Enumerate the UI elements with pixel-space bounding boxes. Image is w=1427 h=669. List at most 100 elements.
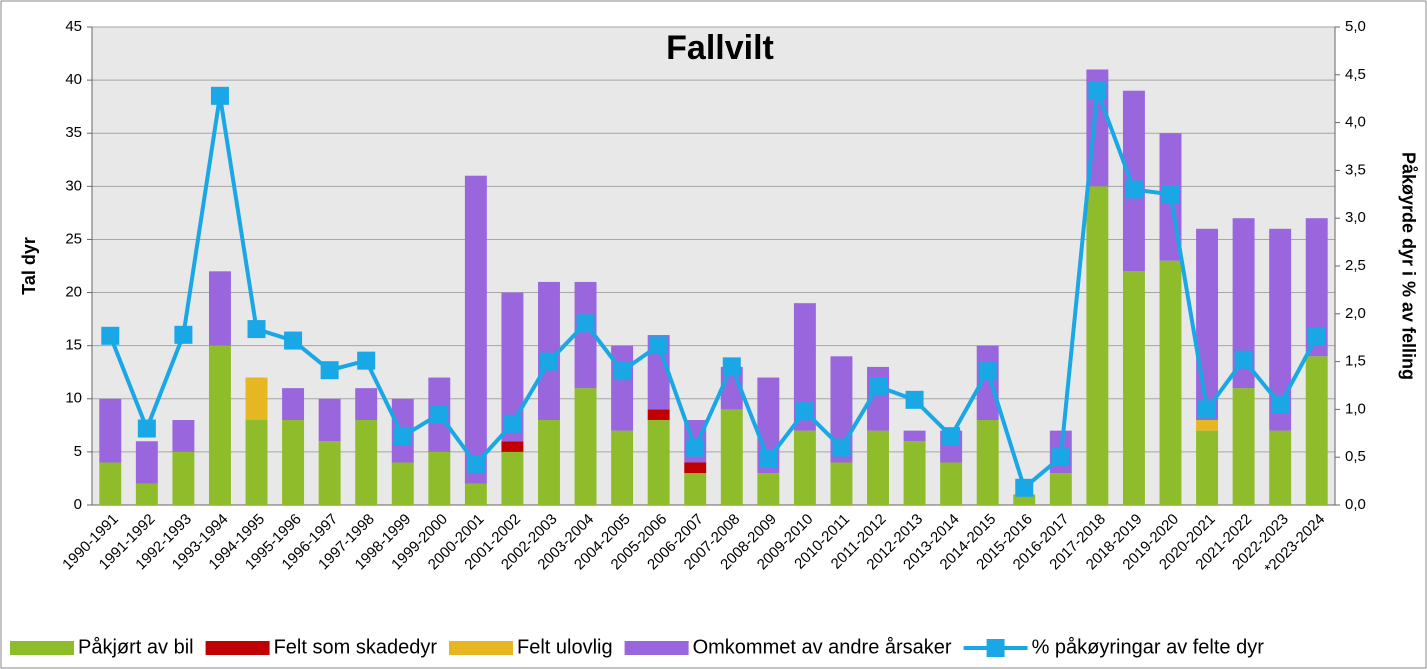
y-tick-label: 20 xyxy=(65,284,82,301)
line-marker xyxy=(722,357,741,376)
bar-segment xyxy=(318,441,341,505)
bar-segment xyxy=(282,388,305,421)
line-marker xyxy=(1198,400,1217,419)
y2-tick-label: 4,5 xyxy=(1345,66,1366,83)
line-marker xyxy=(210,86,229,105)
bar-segment xyxy=(793,303,816,431)
bar-segment xyxy=(501,292,524,442)
line-marker xyxy=(649,336,668,355)
bar-segment xyxy=(793,430,816,505)
y2-tick-label: 1,5 xyxy=(1345,353,1366,370)
line-marker xyxy=(1307,327,1326,346)
bar-segment xyxy=(355,388,378,421)
y2-tick-label: 1,0 xyxy=(1345,400,1366,417)
bar-segment xyxy=(1269,430,1292,505)
line-marker xyxy=(1088,82,1107,101)
y2-tick-label: 2,0 xyxy=(1345,305,1366,322)
bar-segment xyxy=(1086,186,1109,506)
line-marker xyxy=(978,362,997,381)
line-marker xyxy=(576,314,595,333)
bar-segment xyxy=(1305,356,1328,505)
y-tick-label: 30 xyxy=(65,177,82,194)
line-marker xyxy=(393,427,412,446)
bar-segment xyxy=(720,409,743,505)
bar-segment xyxy=(1232,218,1255,389)
bar-segment xyxy=(976,420,999,505)
y-tick-label: 40 xyxy=(65,71,82,88)
bar-segment xyxy=(464,175,487,484)
bar-segment xyxy=(538,281,560,421)
line-marker xyxy=(1015,478,1034,497)
bar-segment xyxy=(1269,228,1292,431)
line-marker xyxy=(539,352,558,371)
y2-tick-label: 4,0 xyxy=(1345,114,1366,131)
line-marker xyxy=(137,419,156,438)
y-tick-label: 25 xyxy=(65,230,82,247)
line-marker xyxy=(905,390,924,409)
bar-segment xyxy=(172,420,195,452)
bar-segment xyxy=(757,473,780,505)
y2-tick-label: 0,0 xyxy=(1345,496,1366,513)
line-marker xyxy=(795,402,814,421)
bar-segment xyxy=(574,388,597,505)
bar-segment xyxy=(99,398,122,463)
bar-segment xyxy=(940,462,963,505)
y-tick-label: 0 xyxy=(74,496,82,513)
line-marker xyxy=(759,450,778,469)
y2-axis-title: Påkøyrde dyr i % av felling xyxy=(1398,152,1418,380)
bar-segment xyxy=(99,462,122,505)
line xyxy=(108,90,1319,492)
bar-segment xyxy=(245,377,268,421)
legend-swatch xyxy=(448,641,513,655)
bar-segment xyxy=(428,451,451,505)
line-marker xyxy=(1271,395,1290,414)
bar-segment xyxy=(903,430,926,442)
legend-swatch xyxy=(10,641,74,655)
y2-tick-label: 3,0 xyxy=(1345,209,1366,226)
bar-segment xyxy=(208,271,231,346)
bar-segment xyxy=(135,483,158,505)
bar-segment xyxy=(501,441,524,452)
legend-label: % påkøyringar av felte dyr xyxy=(1032,636,1265,658)
legend-label: Felt som skadedyr xyxy=(274,636,438,658)
bar-segment xyxy=(282,420,305,505)
line-marker xyxy=(357,351,376,370)
line-marker xyxy=(1124,180,1143,199)
y-tick-label: 5 xyxy=(74,443,82,460)
line-marker xyxy=(430,405,449,424)
bar-segment xyxy=(867,430,889,505)
legend-swatch xyxy=(624,641,689,655)
bar-segment xyxy=(1049,473,1072,505)
line-marker xyxy=(466,454,485,473)
line-marker xyxy=(832,438,851,457)
bar-segment xyxy=(501,451,524,505)
bar-segment xyxy=(1013,494,1036,505)
line-marker xyxy=(503,414,522,433)
plot-area xyxy=(92,27,1335,505)
bar-segment xyxy=(1196,420,1219,431)
y-tick-label: 35 xyxy=(65,124,82,141)
bar-segment xyxy=(355,420,378,505)
line-marker xyxy=(1234,350,1253,369)
y-tick-label: 10 xyxy=(65,390,82,407)
bar-segment xyxy=(208,345,231,505)
legend-label: Omkommet av andre årsaker xyxy=(693,636,952,658)
y-tick-label: 15 xyxy=(65,337,82,354)
y2-tick-label: 3,5 xyxy=(1345,161,1366,178)
bar-segment xyxy=(830,462,853,505)
bar-segment xyxy=(574,281,597,389)
y2-tick-label: 2,5 xyxy=(1345,257,1366,274)
line-marker xyxy=(101,326,120,345)
legend-marker xyxy=(986,639,1005,657)
line-marker xyxy=(869,377,888,396)
bar-segment xyxy=(391,462,414,505)
line-marker xyxy=(1051,448,1070,467)
y2-tick-label: 5,0 xyxy=(1345,18,1366,35)
bar-segment xyxy=(1196,228,1219,421)
bar-segment xyxy=(611,430,634,505)
bar-segment xyxy=(245,420,268,505)
line-marker xyxy=(942,427,961,446)
bar-segment xyxy=(1196,430,1219,505)
bar-segment xyxy=(135,441,158,484)
